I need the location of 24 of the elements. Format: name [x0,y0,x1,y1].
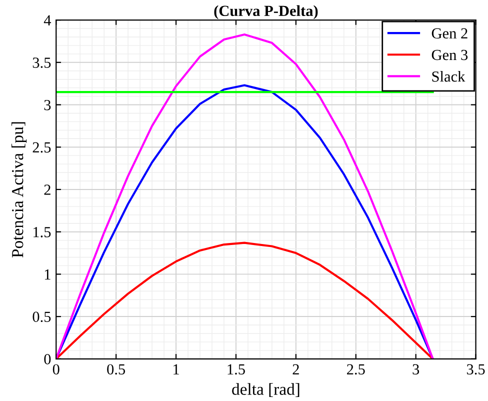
y-tick-label: 3.5 [32,58,51,68]
legend-label: Gen 2 [432,28,468,39]
line-series [56,242,434,359]
y-tick-label: 4 [44,15,52,26]
legend-label: Slack [432,70,466,82]
y-tick-label: 2 [44,184,50,195]
x-tick-label: 0 [52,364,60,375]
x-tick-label: 1 [174,364,179,374]
x-tick-label: 1.5 [228,364,245,375]
y-tick-label: 0 [44,354,51,364]
x-tick-label: 0.5 [107,364,126,375]
y-tick-label: 2.5 [32,142,51,153]
x-tick-label: 2 [292,364,299,374]
x-tick-label: 2.5 [347,364,365,375]
y-tick-label: 3 [44,100,51,110]
x-tick-label: 3 [412,364,420,375]
x-tick-label: 3.5 [466,364,485,375]
y-tick-label: 1 [44,269,50,280]
x-axis-title: delta [rad] [232,383,300,397]
chart-title: (Curva P-Delta) [214,5,318,20]
legend-label: Gen 3 [432,50,468,60]
y-axis-title: Potencia Activa [pu] [11,122,27,258]
y-tick-label: 1.5 [34,227,51,238]
y-tick-label: 0.5 [32,312,51,322]
